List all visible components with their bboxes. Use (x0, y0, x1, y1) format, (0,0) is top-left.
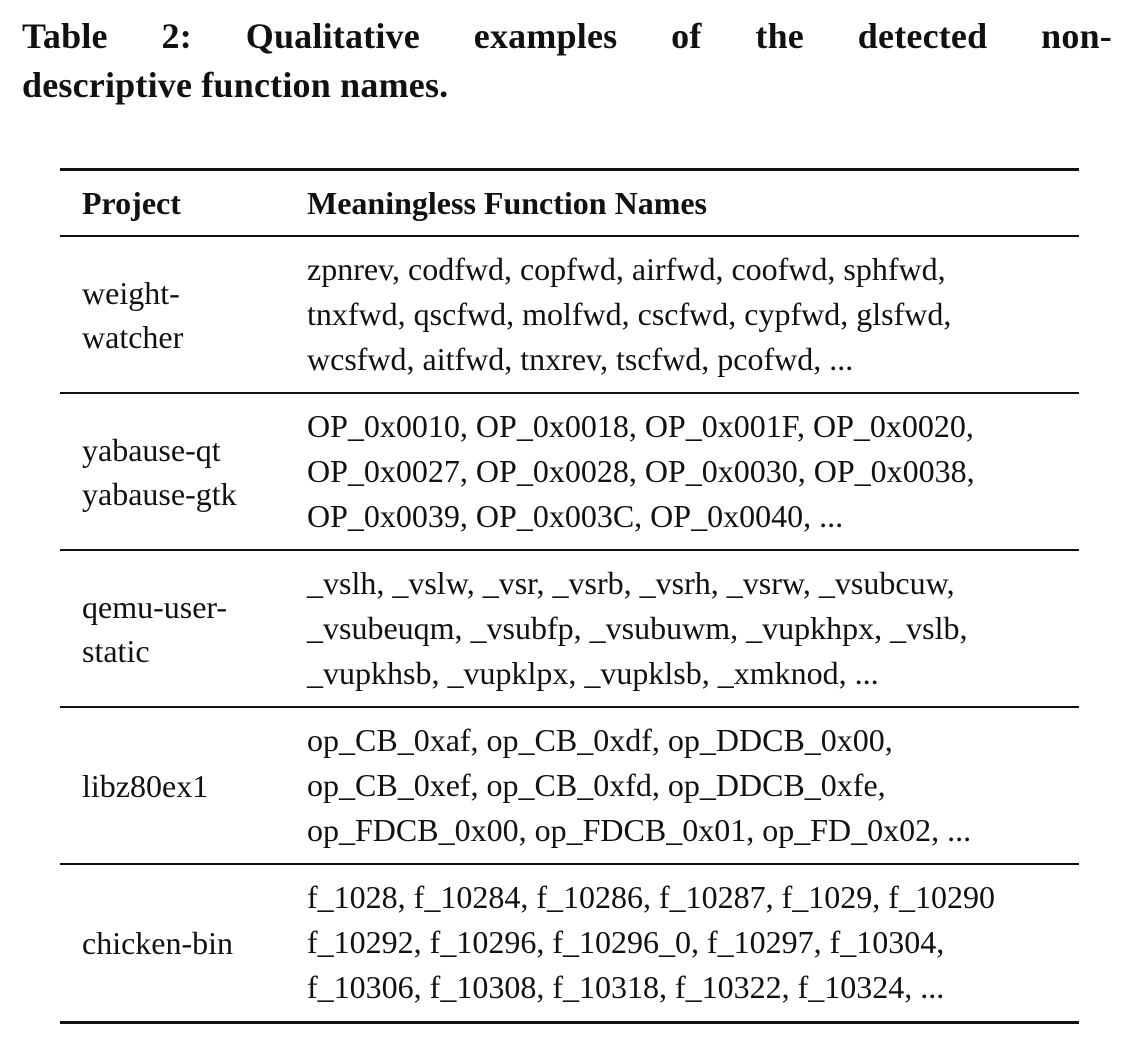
project-name-line: yabause-qt (82, 431, 221, 468)
function-names-line: wcsfwd, aitfwd, tnxrev, tscfwd, pcofwd, … (307, 341, 854, 377)
function-names-line: OP_0x0010, OP_0x0018, OP_0x001F, OP_0x00… (307, 408, 974, 444)
table-header-row: Project Meaningless Function Names (60, 169, 1079, 236)
function-names-line: _vsubeuqm, _vsubfp, _vsubuwm, _vupkhpx, … (307, 610, 968, 646)
function-names-cell: OP_0x0010, OP_0x0018, OP_0x001F, OP_0x00… (307, 393, 1079, 550)
project-cell: weight- watcher (60, 236, 307, 393)
header-project: Project (82, 184, 181, 221)
function-names-line: op_CB_0xaf, op_CB_0xdf, op_DDCB_0x00, (307, 722, 893, 758)
header-meaningless-function-names: Meaningless Function Names (307, 184, 707, 221)
function-names-cell: _vslh, _vslw, _vsr, _vsrb, _vsrh, _vsrw,… (307, 550, 1079, 707)
function-names-cell: f_1028, f_10284, f_10286, f_10287, f_102… (307, 864, 1079, 1022)
table-row: libz80ex1 op_CB_0xaf, op_CB_0xdf, op_DDC… (60, 707, 1079, 864)
function-names-line: OP_0x0039, OP_0x003C, OP_0x0040, ... (307, 498, 844, 534)
project-cell: libz80ex1 (60, 707, 307, 864)
function-names-line: f_10292, f_10296, f_10296_0, f_10297, f_… (307, 924, 945, 961)
project-name-line: chicken-bin (82, 924, 234, 961)
function-names-cell: op_CB_0xaf, op_CB_0xdf, op_DDCB_0x00, op… (307, 707, 1079, 864)
caption-line-1: Table 2: Qualitative examples of the det… (22, 16, 1112, 56)
project-cell: yabause-qt yabause-gtk (60, 393, 307, 550)
function-names-line: _vupkhsb, _vupklpx, _vupklsb, _xmknod, .… (307, 655, 879, 691)
project-name-line: watcher (82, 318, 184, 355)
table-row: yabause-qt yabause-gtk OP_0x0010, OP_0x0… (60, 393, 1079, 550)
function-names-line: zpnrev, codfwd, copfwd, airfwd, coofwd, … (307, 251, 946, 287)
project-name-line: libz80ex1 (82, 767, 209, 804)
function-names-line: f_1028, f_10284, f_10286, f_10287, f_102… (307, 879, 995, 916)
table-row: qemu-user- static _vslh, _vslw, _vsr, _v… (60, 550, 1079, 707)
function-names-line: _vslh, _vslw, _vsr, _vsrb, _vsrh, _vsrw,… (307, 565, 955, 601)
project-name-line: static (82, 632, 150, 669)
table-row: chicken-bin f_1028, f_10284, f_10286, f_… (60, 864, 1079, 1022)
project-cell: qemu-user- static (60, 550, 307, 707)
project-name-line: yabause-gtk (82, 475, 237, 512)
table-row: weight- watcher zpnrev, codfwd, copfwd, … (60, 236, 1079, 393)
function-names-line: f_10306, f_10308, f_10318, f_10322, f_10… (307, 969, 945, 1006)
project-name-line: weight- (82, 274, 180, 311)
function-names-cell: zpnrev, codfwd, copfwd, airfwd, coofwd, … (307, 236, 1079, 393)
function-names-line: tnxfwd, qscfwd, molfwd, cscfwd, cypfwd, … (307, 296, 952, 332)
function-names-table: Project Meaningless Function Names weigh… (60, 168, 1079, 1024)
project-cell: chicken-bin (60, 864, 307, 1022)
table-caption: Table 2: Qualitative examples of the det… (22, 12, 1112, 110)
caption-line-2: descriptive function names. (22, 65, 449, 105)
function-names-line: op_FDCB_0x00, op_FDCB_0x01, op_FD_0x02, … (307, 812, 972, 848)
function-names-line: op_CB_0xef, op_CB_0xfd, op_DDCB_0xfe, (307, 767, 886, 803)
function-names-line: OP_0x0027, OP_0x0028, OP_0x0030, OP_0x00… (307, 453, 975, 489)
project-name-line: qemu-user- (82, 588, 228, 625)
